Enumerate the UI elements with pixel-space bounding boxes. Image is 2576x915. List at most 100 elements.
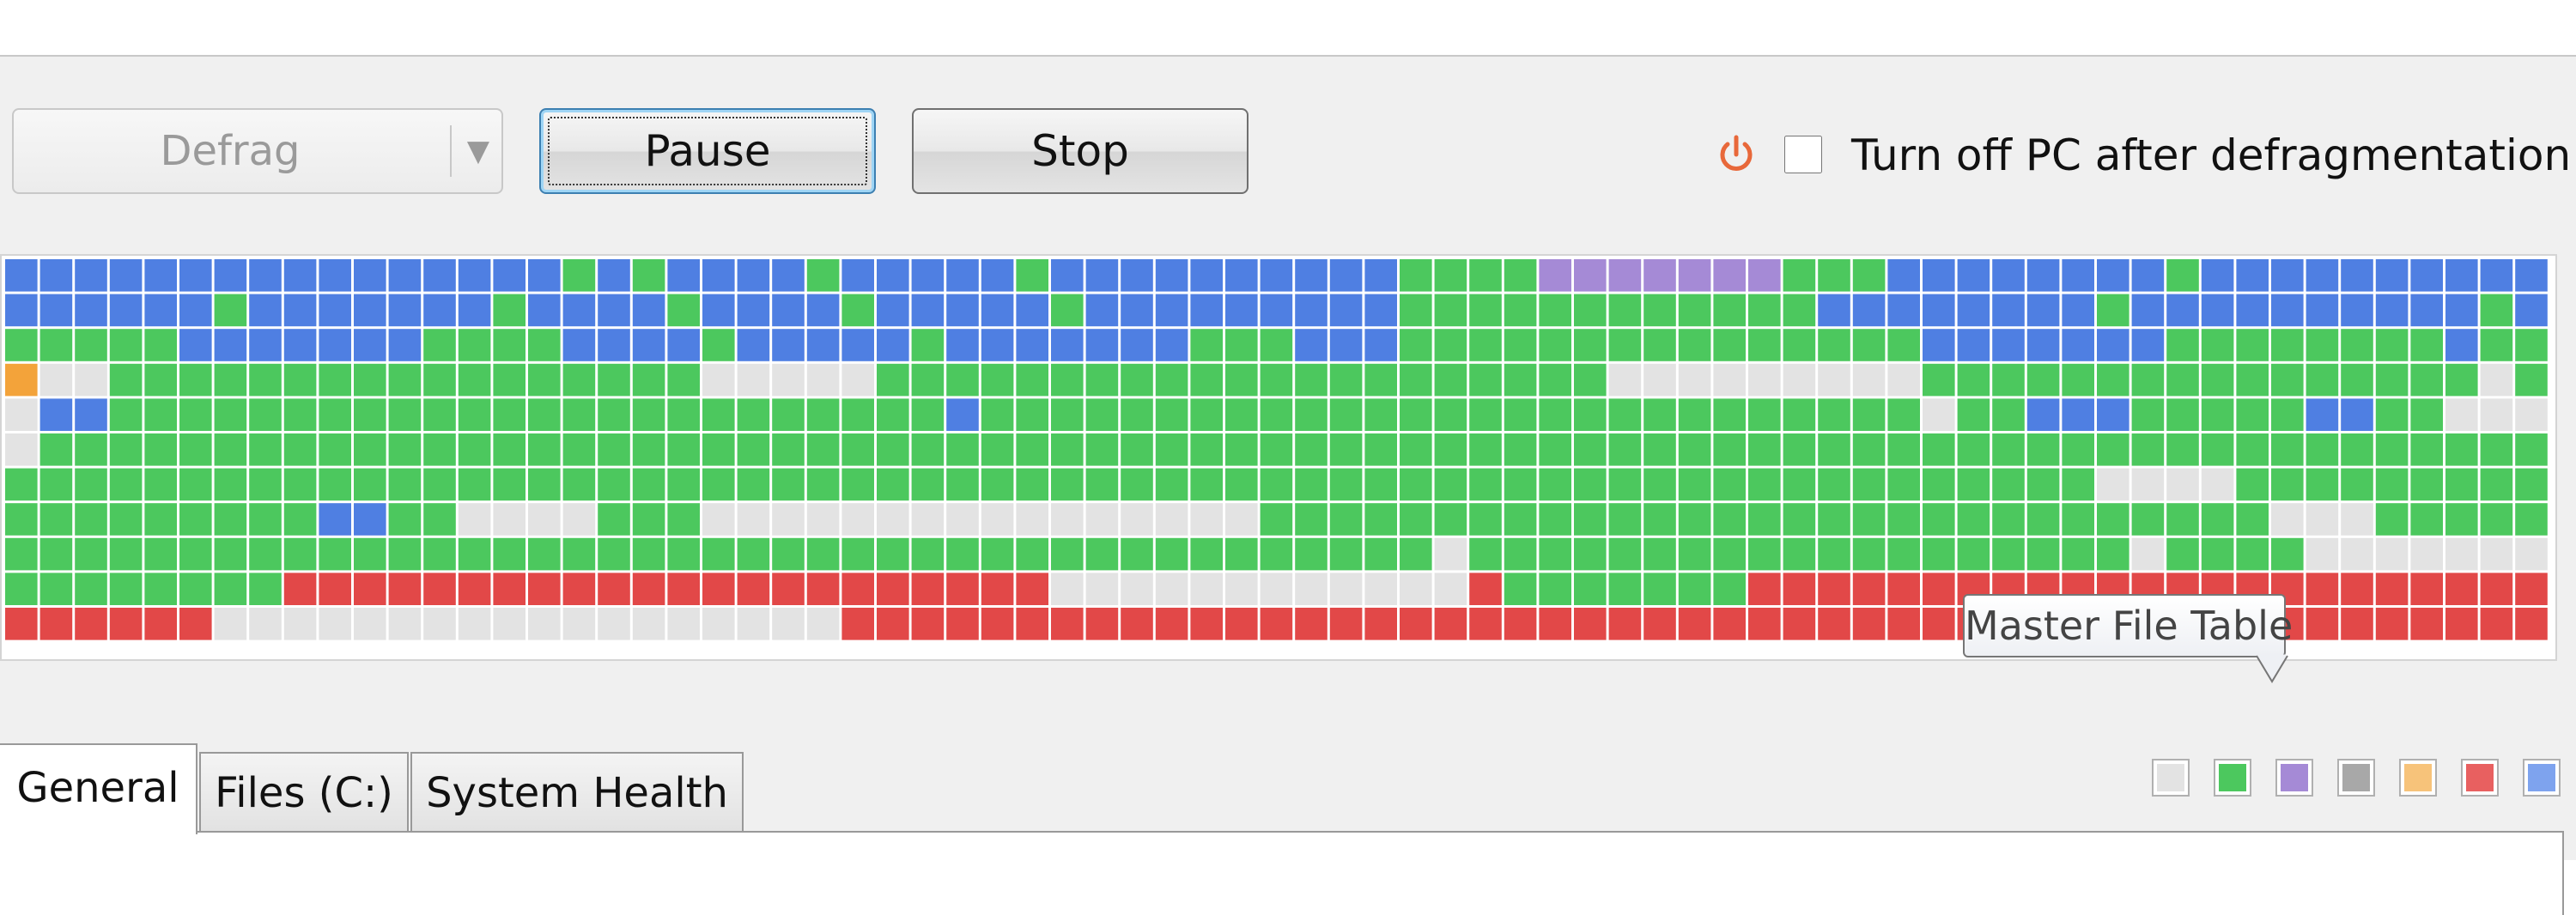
cluster-block-processed xyxy=(1190,259,1223,292)
cluster-block-used xyxy=(2515,433,2548,466)
cluster-map[interactable] xyxy=(0,254,2557,661)
cluster-block-used xyxy=(2271,329,2304,361)
cluster-block-used xyxy=(1434,294,1467,327)
cluster-block-processed xyxy=(2375,259,2409,292)
cluster-block-unmovable xyxy=(1748,608,1781,640)
cluster-block-used xyxy=(1400,537,1432,571)
cluster-block-used xyxy=(1190,363,1223,397)
legend-swatch-mft[interactable] xyxy=(2275,759,2313,797)
tab-files[interactable]: Files (C:) xyxy=(199,752,409,831)
cluster-block-used xyxy=(911,433,945,466)
cluster-block-unmovable xyxy=(528,573,561,605)
tab-general[interactable]: General xyxy=(0,743,197,834)
cluster-block-used xyxy=(2375,329,2409,361)
cluster-block-used xyxy=(667,537,700,571)
cluster-block-processed xyxy=(806,294,840,327)
pause-button[interactable]: Pause xyxy=(539,108,876,194)
cluster-block-processed xyxy=(737,329,770,361)
legend-swatch-color xyxy=(2157,764,2184,791)
focus-ring xyxy=(548,117,867,185)
cluster-block-used xyxy=(1713,468,1746,501)
cluster-block-mft xyxy=(1713,259,1746,292)
cluster-block-used xyxy=(1713,329,1746,361)
cluster-block-processed xyxy=(877,329,909,361)
cluster-block-free xyxy=(2445,398,2478,431)
cluster-block-unmovable xyxy=(1155,608,1188,640)
cluster-block-processed xyxy=(1887,294,1920,327)
cluster-block-mft xyxy=(1539,259,1571,292)
cluster-block-used xyxy=(806,398,840,431)
cluster-block-used xyxy=(75,329,107,361)
cluster-block-free xyxy=(1678,363,1711,397)
legend-swatch-processed[interactable] xyxy=(2523,759,2561,797)
shutdown-checkbox[interactable] xyxy=(1784,136,1822,173)
cluster-block-used xyxy=(1678,503,1711,536)
cluster-block-processed xyxy=(667,259,700,292)
cluster-block-unmovable xyxy=(1225,608,1258,640)
cluster-block-used xyxy=(946,433,979,466)
cluster-block-used xyxy=(1329,363,1363,397)
tab-system-health[interactable]: System Health xyxy=(410,752,744,831)
cluster-block-used xyxy=(1225,468,1258,501)
cluster-block-unmovable xyxy=(1016,573,1048,605)
chevron-down-icon[interactable]: ▼ xyxy=(466,134,490,168)
cluster-block-used xyxy=(144,537,177,571)
cluster-block-unmovable xyxy=(1608,608,1642,640)
legend-swatch-fragmented[interactable] xyxy=(2399,759,2437,797)
cluster-block-used xyxy=(2306,433,2339,466)
cluster-block-used xyxy=(1748,468,1781,501)
cluster-block-free xyxy=(493,608,526,640)
cluster-block-unmovable xyxy=(2341,608,2373,640)
cluster-block-used xyxy=(1260,363,1293,397)
cluster-block-processed xyxy=(319,329,351,361)
cluster-block-unmovable xyxy=(5,608,38,640)
cluster-block-used xyxy=(249,537,282,571)
cluster-block-used xyxy=(458,468,491,501)
defrag-action-dropdown[interactable]: Defrag ▼ xyxy=(12,108,503,194)
cluster-block-used xyxy=(702,398,735,431)
cluster-block-unmovable xyxy=(1887,608,1920,640)
cluster-block-processed xyxy=(2026,294,2060,327)
cluster-block-unmovable xyxy=(562,573,596,605)
cluster-block-used xyxy=(1923,503,1955,536)
cluster-block-used xyxy=(179,503,212,536)
legend-swatch-free[interactable] xyxy=(2152,759,2190,797)
stop-button[interactable]: Stop xyxy=(912,108,1249,194)
cluster-block-unmovable xyxy=(667,573,700,605)
cluster-block-used xyxy=(911,329,945,361)
cluster-block-used xyxy=(249,398,282,431)
cluster-block-processed xyxy=(2271,259,2304,292)
cluster-block-used xyxy=(1504,259,1537,292)
cluster-block-used xyxy=(1852,433,1886,466)
cluster-block-used xyxy=(2306,363,2339,397)
cluster-block-used xyxy=(1887,468,1920,501)
cluster-block-free xyxy=(1364,573,1397,605)
cluster-block-used xyxy=(1504,398,1537,431)
cluster-block-free xyxy=(1225,503,1258,536)
cluster-block-processed xyxy=(981,294,1014,327)
cluster-block-used xyxy=(2062,433,2094,466)
legend-swatch-used[interactable] xyxy=(2214,759,2251,797)
cluster-block-used xyxy=(632,537,665,571)
cluster-block-used xyxy=(1957,433,1990,466)
cluster-block-used xyxy=(1260,398,1293,431)
cluster-block-free xyxy=(5,433,38,466)
legend-swatch-unmovable[interactable] xyxy=(2461,759,2499,797)
cluster-block-processed xyxy=(2062,294,2094,327)
cluster-block-free xyxy=(2341,503,2373,536)
cluster-block-used xyxy=(2341,329,2373,361)
cluster-block-used xyxy=(1643,503,1676,536)
cluster-block-used xyxy=(2515,503,2548,536)
stop-button-label: Stop xyxy=(1031,126,1129,176)
cluster-block-used xyxy=(1121,363,1153,397)
cluster-block-processed xyxy=(2062,329,2094,361)
cluster-block-used xyxy=(1818,329,1850,361)
legend-swatch-system[interactable] xyxy=(2337,759,2375,797)
cluster-block-used xyxy=(1678,294,1711,327)
cluster-block-processed xyxy=(2341,259,2373,292)
cluster-block-unmovable xyxy=(1783,608,1816,640)
cluster-block-used xyxy=(1329,503,1363,536)
cluster-block-free xyxy=(1643,363,1676,397)
shutdown-label[interactable]: Turn off PC after defragmentation xyxy=(1851,130,2572,180)
cluster-block-used xyxy=(1121,433,1153,466)
